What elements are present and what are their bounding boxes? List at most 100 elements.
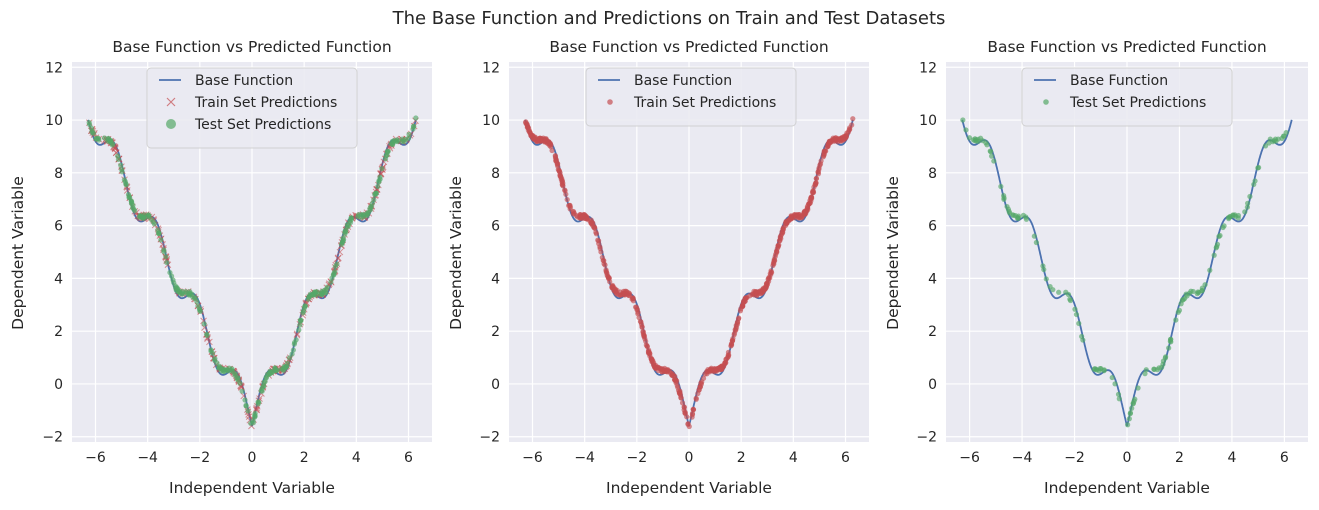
train-prediction-point	[788, 213, 794, 220]
test-prediction-point	[1245, 200, 1251, 206]
test-prediction-point	[1226, 216, 1232, 222]
test-prediction-point	[259, 386, 265, 392]
test-prediction-point	[118, 162, 124, 168]
train-prediction-point	[674, 382, 680, 389]
train-prediction-point	[556, 168, 562, 174]
train-prediction-point	[532, 134, 538, 140]
test-prediction-point	[156, 230, 162, 236]
train-prediction-point	[641, 333, 647, 339]
y-tick-label: 4	[491, 271, 500, 287]
y-tick-label: 2	[54, 324, 63, 340]
train-prediction-point	[640, 329, 646, 335]
train-prediction-point	[825, 143, 831, 149]
train-prediction-point	[780, 226, 786, 232]
test-prediction-point	[963, 127, 969, 133]
test-prediction-point	[399, 138, 405, 144]
subplot-title: Base Function vs Predicted Function	[112, 38, 391, 56]
train-prediction-point	[777, 233, 784, 239]
test-prediction-point	[291, 341, 297, 347]
train-prediction-point	[681, 404, 687, 410]
train-prediction-point	[690, 406, 696, 413]
test-prediction-point	[340, 238, 346, 244]
test-prediction-point	[250, 418, 256, 424]
test-prediction-point	[118, 166, 125, 172]
x-tick-label: 0	[248, 450, 257, 466]
test-prediction-point	[229, 368, 236, 375]
test-prediction-point	[1047, 283, 1053, 290]
train-prediction-point	[562, 187, 568, 193]
train-prediction-point	[656, 365, 662, 371]
y-tick-label: 6	[491, 219, 500, 235]
train-prediction-point	[693, 395, 699, 401]
train-prediction-point	[293, 331, 301, 339]
legend: Base Function Test Set Predictions	[1021, 67, 1233, 127]
train-prediction-point	[719, 366, 725, 372]
train-prediction-point	[635, 311, 641, 317]
train-prediction-point	[809, 189, 816, 196]
train-prediction-point	[593, 231, 600, 237]
train-prediction-point	[528, 133, 534, 139]
test-prediction-point	[167, 269, 173, 276]
test-prediction-point	[1109, 374, 1115, 381]
train-prediction-point	[820, 154, 826, 160]
subplot-title: Base Function vs Predicted Function	[549, 38, 828, 56]
legend: Base Function Train Set Predictions Test S…	[146, 67, 358, 149]
test-prediction-point	[998, 183, 1004, 190]
test-prediction-point	[208, 348, 214, 354]
train-prediction-point	[768, 272, 774, 278]
legend-marker-swatch	[1043, 99, 1049, 105]
test-prediction-point	[1091, 366, 1097, 372]
train-prediction-point	[543, 136, 549, 143]
train-prediction-point	[682, 409, 688, 415]
test-prediction-point	[411, 123, 417, 129]
train-prediction-point	[801, 210, 807, 216]
train-prediction-point	[700, 375, 707, 381]
train-prediction-point	[596, 238, 602, 244]
test-prediction-point	[310, 292, 317, 298]
y-tick-label: −2	[42, 430, 63, 446]
y-tick-label: 12	[482, 60, 500, 76]
test-prediction-point	[988, 153, 995, 159]
train-prediction-point	[606, 275, 612, 281]
test-prediction-point	[1207, 267, 1213, 273]
train-prediction-point	[559, 178, 565, 184]
test-prediction-point	[286, 355, 293, 361]
x-tick-label: 6	[1280, 450, 1289, 466]
x-tick-label: −2	[190, 450, 211, 466]
train-prediction-point	[765, 275, 772, 282]
test-prediction-point	[377, 174, 383, 180]
test-prediction-point	[226, 365, 232, 371]
y-tick-label: 4	[928, 271, 937, 287]
train-prediction-point	[702, 371, 708, 377]
test-prediction-point	[988, 149, 994, 155]
test-prediction-point	[966, 135, 973, 141]
test-prediction-point	[1076, 320, 1082, 327]
y-tick-label: −2	[479, 430, 500, 446]
y-tick-label: 12	[919, 60, 937, 76]
test-prediction-point	[367, 207, 373, 213]
test-prediction-point	[297, 322, 303, 328]
train-prediction-point	[589, 222, 596, 228]
test-prediction-point	[1033, 239, 1039, 246]
train-prediction-point	[815, 169, 821, 175]
train-prediction-point	[808, 195, 814, 201]
test-prediction-point	[171, 280, 177, 286]
test-prediction-point	[330, 272, 336, 278]
train-prediction-point	[625, 291, 631, 297]
test-prediction-point	[383, 153, 389, 159]
test-prediction-point	[1184, 293, 1190, 299]
test-prediction-point	[1194, 291, 1200, 297]
test-prediction-point	[1067, 297, 1074, 304]
train-prediction-point	[579, 213, 586, 219]
test-prediction-point	[267, 370, 273, 377]
train-prediction-point	[840, 137, 846, 143]
test-prediction-point	[1073, 311, 1080, 318]
test-prediction-point	[242, 397, 248, 403]
test-prediction-point	[256, 399, 262, 405]
train-prediction-point	[630, 298, 637, 304]
x-tick-label: 2	[737, 450, 746, 466]
y-tick-label: 2	[928, 324, 937, 340]
legend-label: Train Set Predictions	[194, 95, 337, 111]
test-prediction-point	[394, 138, 400, 145]
